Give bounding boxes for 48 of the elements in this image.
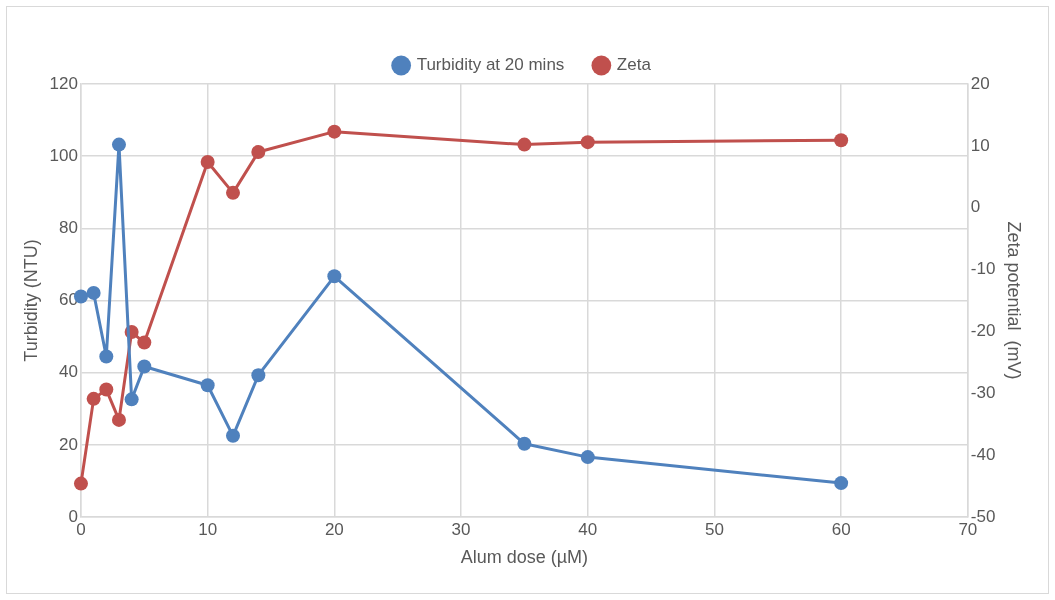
y-tick-label: 120	[49, 73, 78, 93]
point	[834, 133, 849, 148]
x-tick-label: 20	[324, 519, 344, 539]
x-tick-label: 50	[704, 519, 724, 539]
point	[200, 154, 215, 169]
point	[86, 391, 101, 406]
point	[124, 392, 139, 407]
point	[73, 476, 88, 491]
point	[517, 436, 532, 451]
x-tick-label: 10	[198, 519, 218, 539]
point	[200, 378, 215, 393]
point	[251, 145, 266, 160]
point	[251, 368, 266, 383]
point	[99, 382, 114, 397]
point	[111, 412, 126, 427]
y2-tick-label: -10	[970, 259, 996, 279]
point	[580, 135, 595, 150]
point	[834, 476, 849, 491]
point	[99, 349, 114, 364]
y-tick-label: 40	[59, 362, 78, 382]
y2-tick-label: 0	[970, 197, 981, 217]
point	[111, 137, 126, 152]
point	[137, 359, 152, 374]
y2-tick-label: -30	[970, 382, 996, 402]
legend-label: Turbidity at 20 mins	[416, 55, 565, 75]
point	[327, 124, 342, 139]
point	[86, 285, 101, 300]
point	[327, 269, 342, 284]
y-tick-label: 20	[59, 434, 78, 454]
y2-axis-title: Zeta potential (mV)	[1004, 221, 1025, 380]
point	[580, 450, 595, 465]
x-tick-label: 30	[451, 519, 471, 539]
x-tick-label: 40	[578, 519, 598, 539]
y-tick-label: 80	[59, 218, 78, 238]
point	[517, 137, 532, 152]
legend-label: Zeta	[616, 55, 652, 75]
y-tick-label: 0	[68, 506, 78, 526]
point	[226, 185, 240, 200]
y-axis-title: Turbidity (NTU)	[20, 239, 41, 362]
y2-tick-label: -40	[970, 444, 996, 464]
x-axis-title: Alum dose (µM)	[460, 547, 589, 568]
x-tick-label: 60	[831, 519, 851, 539]
y2-tick-label: -20	[970, 321, 996, 341]
point	[226, 428, 240, 443]
y-tick-label: 100	[49, 145, 78, 165]
point	[137, 335, 152, 350]
y2-tick-label: 10	[970, 135, 990, 155]
y2-tick-label: 20	[970, 73, 990, 93]
